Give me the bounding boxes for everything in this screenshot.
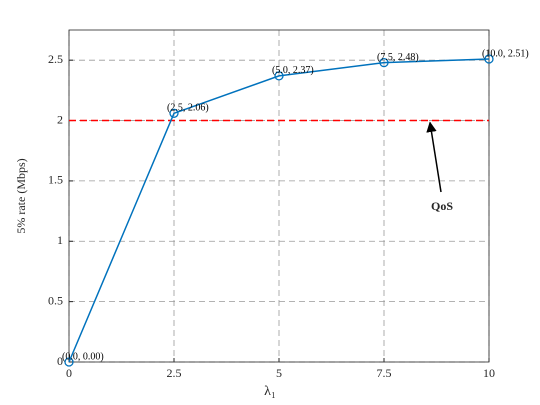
- x-tick-label: 0: [66, 366, 72, 380]
- x-tick-label: 2.5: [167, 366, 182, 380]
- y-tick-label: 0: [57, 354, 63, 368]
- data-point: [64, 357, 74, 367]
- data-point: [484, 54, 494, 64]
- annotation-arrow: [426, 121, 442, 193]
- data-point: [379, 57, 389, 68]
- y-tick-label: 1: [57, 233, 63, 247]
- data-label: (7.5, 2.48): [377, 52, 419, 63]
- x-axis-label: λ₁: [264, 384, 276, 399]
- x-tick-label: 10: [483, 366, 495, 380]
- series-line: [68, 58, 490, 363]
- data-point: [169, 108, 179, 118]
- y-tick-label: 2: [57, 112, 63, 126]
- y-tick-label: 0.5: [48, 293, 63, 307]
- x-tick-label: 5: [276, 366, 282, 380]
- y-tick-label: 1.5: [48, 173, 63, 187]
- data-label: (2.5, 2.06): [167, 103, 209, 114]
- data-label: (10.0, 2.51): [482, 48, 529, 59]
- plot-frame: [68, 29, 490, 363]
- annotation: QoS: [431, 199, 453, 213]
- x-tick-label: 7.5: [377, 366, 392, 380]
- data-label: (0.0, 0.00): [62, 351, 104, 362]
- y-tick-label: 2.5: [48, 52, 63, 66]
- data-point: [274, 71, 284, 81]
- data-label: (5.0, 2.37): [272, 65, 314, 76]
- y-axis-label: 5% rate (Mbps): [14, 158, 28, 233]
